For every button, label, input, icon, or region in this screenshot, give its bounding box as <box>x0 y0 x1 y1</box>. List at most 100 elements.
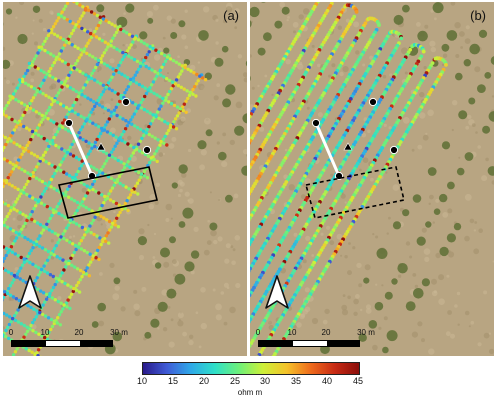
resistivity-point <box>97 37 102 41</box>
resistivity-point <box>136 142 141 146</box>
resistivity-point <box>70 43 74 47</box>
resistivity-point <box>69 218 73 223</box>
resistivity-point <box>77 24 81 29</box>
ground-texture <box>182 331 188 337</box>
resistivity-point <box>116 213 121 217</box>
ground-texture <box>199 164 206 171</box>
resistivity-point <box>11 242 15 246</box>
resistivity-point <box>93 78 97 82</box>
ground-texture <box>345 18 350 23</box>
resistivity-point <box>74 97 79 102</box>
resistivity-point <box>177 111 181 115</box>
resistivity-point <box>67 41 72 45</box>
resistivity-point <box>62 170 66 174</box>
resistivity-point <box>100 54 105 58</box>
ground-texture <box>392 184 400 191</box>
resistivity-point <box>52 246 57 251</box>
resistivity-point <box>149 89 153 94</box>
resistivity-point <box>35 276 39 280</box>
resistivity-point <box>55 205 59 209</box>
ground-texture <box>15 16 18 19</box>
resistivity-point <box>111 147 116 151</box>
resistivity-point <box>31 60 35 64</box>
resistivity-point <box>38 84 43 88</box>
resistivity-point <box>82 47 87 51</box>
resistivity-point <box>132 145 136 150</box>
resistivity-point <box>36 162 41 166</box>
colorbar-tick: 35 <box>290 376 302 386</box>
ground-texture <box>167 72 169 75</box>
ground-texture <box>317 63 321 68</box>
resistivity-point <box>133 102 138 107</box>
resistivity-point <box>29 323 33 328</box>
resistivity-point <box>43 48 47 53</box>
resistivity-point <box>11 229 15 233</box>
ground-texture <box>320 232 324 236</box>
resistivity-point <box>104 239 108 243</box>
resistivity-point <box>18 155 23 159</box>
resistivity-point <box>77 131 81 135</box>
resistivity-point <box>40 81 44 85</box>
resistivity-point <box>67 107 72 112</box>
resistivity-point <box>75 59 80 63</box>
resistivity-point <box>3 112 5 116</box>
resistivity-point <box>160 51 164 56</box>
resistivity-point <box>34 204 38 208</box>
resistivity-point <box>56 233 60 237</box>
ground-texture <box>34 41 38 46</box>
ground-texture <box>177 179 183 185</box>
ground-texture <box>303 8 310 15</box>
resistivity-point <box>85 191 90 195</box>
resistivity-point <box>183 65 187 70</box>
resistivity-point <box>68 86 73 90</box>
tree-canopy <box>488 111 494 122</box>
resistivity-point <box>58 36 63 40</box>
tree-canopy <box>376 248 388 259</box>
tree-canopy <box>453 222 462 231</box>
ground-texture <box>217 198 221 202</box>
resistivity-point <box>39 201 44 205</box>
ground-texture <box>233 193 239 199</box>
resistivity-point <box>15 272 20 276</box>
tree-canopy <box>432 2 444 14</box>
ground-texture <box>50 239 54 243</box>
resistivity-point <box>129 56 134 60</box>
resistivity-point <box>47 69 51 74</box>
resistivity-point <box>131 79 136 83</box>
resistivity-point <box>176 83 181 88</box>
ground-texture <box>250 54 252 58</box>
resistivity-point <box>132 112 136 116</box>
resistivity-point <box>101 237 105 242</box>
resistivity-point <box>137 82 142 87</box>
resistivity-point <box>127 46 131 50</box>
resistivity-point <box>139 172 144 176</box>
resistivity-point <box>111 67 115 71</box>
resistivity-point <box>78 202 83 206</box>
resistivity-point <box>107 153 112 157</box>
resistivity-point <box>51 274 55 279</box>
resistivity-point <box>70 253 75 258</box>
resistivity-point <box>78 167 82 171</box>
resistivity-point <box>69 64 74 68</box>
resistivity-point <box>250 240 253 244</box>
resistivity-point <box>120 207 124 212</box>
ground-texture <box>316 210 320 213</box>
resistivity-point <box>36 67 40 71</box>
resistivity-point <box>16 121 20 125</box>
ground-texture <box>106 224 111 229</box>
resistivity-point <box>256 355 260 356</box>
ground-texture <box>242 149 247 155</box>
aerial-background <box>3 2 247 356</box>
tree-canopy <box>274 20 283 29</box>
resistivity-point <box>41 228 46 232</box>
resistivity-point <box>80 14 84 18</box>
resistivity-point <box>115 141 119 145</box>
resistivity-point <box>40 246 45 250</box>
ground-texture <box>179 188 183 193</box>
resistivity-point <box>39 267 44 272</box>
resistivity-point <box>55 130 60 134</box>
resistivity-point <box>94 256 98 260</box>
resistivity-point <box>69 256 73 260</box>
resistivity-point <box>49 185 53 189</box>
resistivity-point <box>65 2 70 5</box>
